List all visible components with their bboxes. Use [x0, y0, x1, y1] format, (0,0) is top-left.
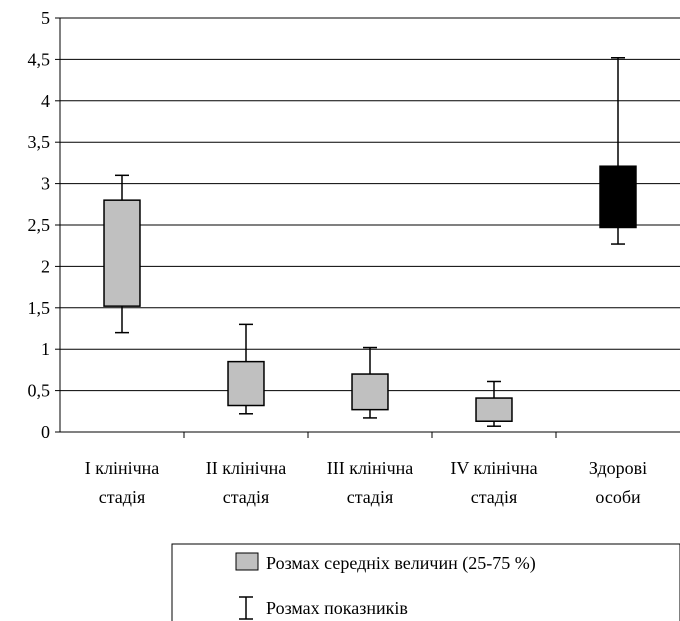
x-category-label: I клінічна — [85, 458, 160, 478]
y-tick-label: 4,5 — [28, 49, 51, 69]
x-category-label: Здорові — [589, 458, 647, 478]
legend-box-label: Розмах середніх величин (25-75 %) — [266, 553, 536, 574]
legend-box-swatch — [235, 552, 259, 571]
x-category-label: стадія — [99, 487, 146, 507]
y-axis: 0 0,5 1 1,5 2 2,5 3 3,5 4 4,5 5 — [28, 8, 61, 442]
box-item — [599, 56, 637, 245]
box-item — [351, 346, 389, 419]
x-category-label: стадія — [223, 487, 270, 507]
box-item — [103, 174, 141, 334]
gridlines — [60, 17, 680, 392]
x-category-label: стадія — [471, 487, 518, 507]
legend: Розмах середніх величин (25-75 %) Розмах… — [171, 543, 680, 621]
box-item — [475, 380, 513, 427]
box — [599, 165, 637, 229]
box — [103, 199, 141, 307]
y-tick-label: 0,5 — [28, 381, 51, 401]
y-tick-label: 2 — [41, 256, 50, 276]
legend-whisker-icon — [239, 596, 253, 620]
y-tick-label: 1,5 — [28, 298, 51, 318]
y-tick-label: 3,5 — [28, 132, 51, 152]
x-category-label: II клінічна — [206, 458, 287, 478]
y-tick-label: 4 — [41, 91, 50, 111]
legend-whisker-label: Розмах показників — [266, 598, 408, 618]
x-category-label: особи — [595, 487, 641, 507]
y-tick-label: 3 — [41, 174, 50, 194]
box — [351, 373, 389, 411]
x-category-label: IV клінічна — [450, 458, 537, 478]
y-tick-label: 5 — [41, 8, 50, 28]
box — [475, 397, 513, 422]
x-axis: I клінічна стадія II клінічна стадія III клі… — [60, 431, 680, 507]
x-category-label: стадія — [347, 487, 394, 507]
y-tick-label: 2,5 — [28, 215, 51, 235]
box-item — [227, 323, 265, 415]
x-category-label: III клінічна — [327, 458, 414, 478]
y-tick-label: 0 — [41, 422, 50, 442]
box-series — [103, 56, 637, 427]
box — [227, 360, 265, 407]
y-tick-label: 1 — [41, 339, 50, 359]
